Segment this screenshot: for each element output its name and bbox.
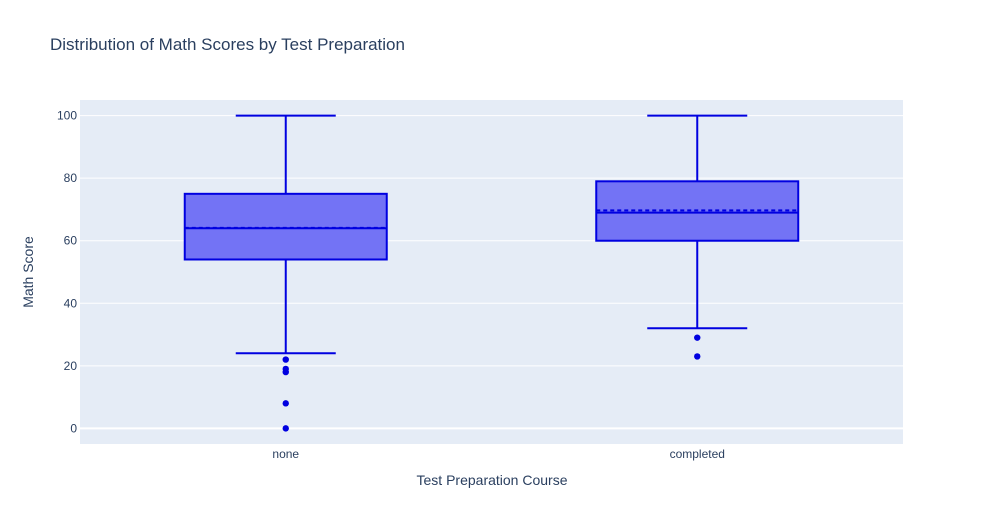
y-tick-label: 60 <box>64 234 78 248</box>
x-axis-ticks: none completed <box>272 447 725 461</box>
y-tick-label: 0 <box>70 421 77 435</box>
outlier-point <box>282 356 289 363</box>
y-tick-label: 80 <box>64 171 78 185</box>
y-axis-title: Math Score <box>20 236 36 308</box>
y-tick-label: 20 <box>64 359 78 373</box>
box-completed <box>595 114 800 360</box>
outlier-point <box>282 400 289 407</box>
outlier-point <box>282 425 289 432</box>
plot-area <box>80 100 903 444</box>
outlier-point <box>694 334 701 341</box>
box-none <box>183 114 388 432</box>
outlier-point <box>694 353 701 360</box>
y-tick-label: 40 <box>64 296 78 310</box>
chart-title: Distribution of Math Scores by Test Prep… <box>50 35 405 54</box>
y-tick-label: 100 <box>57 109 77 123</box>
outlier-point <box>282 368 289 376</box>
box-series <box>183 114 800 432</box>
y-axis-ticks: 0 20 40 60 80 100 <box>57 109 77 436</box>
iqr-box <box>183 192 388 261</box>
x-tick-label: none <box>272 447 299 461</box>
x-axis-title: Test Preparation Course <box>417 472 568 488</box>
x-tick-label: completed <box>670 447 725 461</box>
